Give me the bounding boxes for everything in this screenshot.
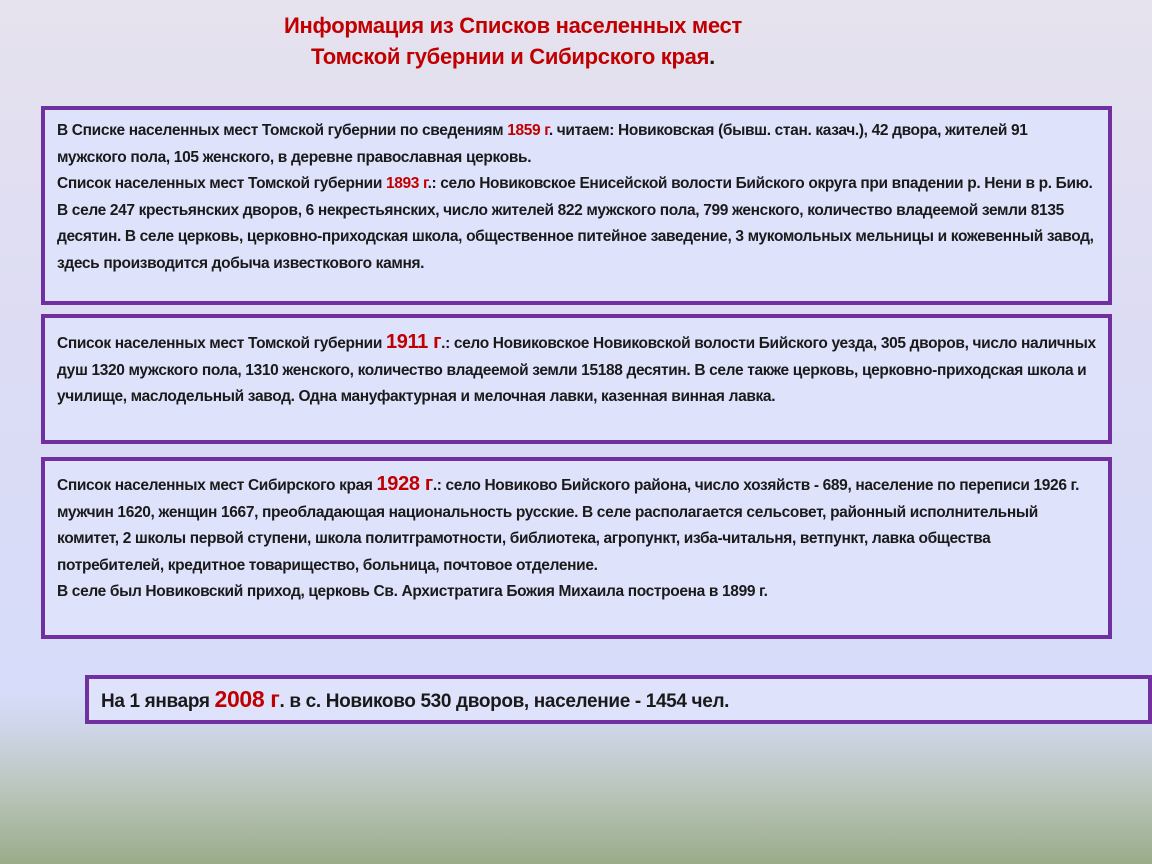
year-1911: 1911 г — [385, 331, 442, 353]
text: . читаем: Новиковская (бывш. стан. казач… — [57, 122, 1028, 166]
text: На 1 января — [101, 691, 215, 712]
title-line-2-text: Томской губернии и Сибирского края — [311, 44, 710, 69]
title-line-1: Информация из Списков населенных мест — [284, 13, 742, 38]
text: .: село Новиково Бийского района, число … — [57, 477, 1080, 574]
title-dot: . — [709, 44, 715, 69]
info-box-2008: На 1 января 2008 г. в с. Новиково 530 дв… — [85, 675, 1152, 724]
paragraph-1928: Список населенных мест Сибирского края 1… — [57, 471, 1096, 579]
paragraph-parish: В селе был Новиковский приход, церковь С… — [57, 583, 768, 600]
text: В Списке населенных мест Томской губерни… — [57, 122, 508, 139]
info-box-1928: Список населенных мест Сибирского края 1… — [41, 457, 1112, 639]
text: Список населенных мест Томской губернии — [57, 175, 386, 192]
title-line-2: Томской губернии и Сибирского края. — [200, 41, 826, 72]
slide-title: Информация из Списков населенных мест То… — [200, 10, 826, 72]
text: Список населенных мест Сибирского края — [57, 477, 377, 494]
paragraph-1859: В Списке населенных мест Томской губерни… — [57, 118, 1096, 171]
info-box-1859-1893: В Списке населенных мест Томской губерни… — [41, 106, 1112, 305]
text: Список населенных мест Томской губернии — [57, 335, 386, 352]
paragraph-1893: Список населенных мест Томской губернии … — [57, 171, 1096, 277]
info-box-1911: Список населенных мест Томской губернии … — [41, 314, 1112, 444]
text: .: село Новиковское Енисейской волости Б… — [57, 175, 1094, 272]
year-2008: 2008 г — [214, 686, 280, 712]
year-1928: 1928 г — [376, 473, 434, 495]
year-1893: 1893 г — [385, 175, 428, 192]
text: .: село Новиковское Новиковской волости … — [57, 335, 1096, 405]
text: . в с. Новиково 530 дворов, население - … — [279, 691, 730, 712]
year-1859: 1859 г — [507, 122, 549, 139]
